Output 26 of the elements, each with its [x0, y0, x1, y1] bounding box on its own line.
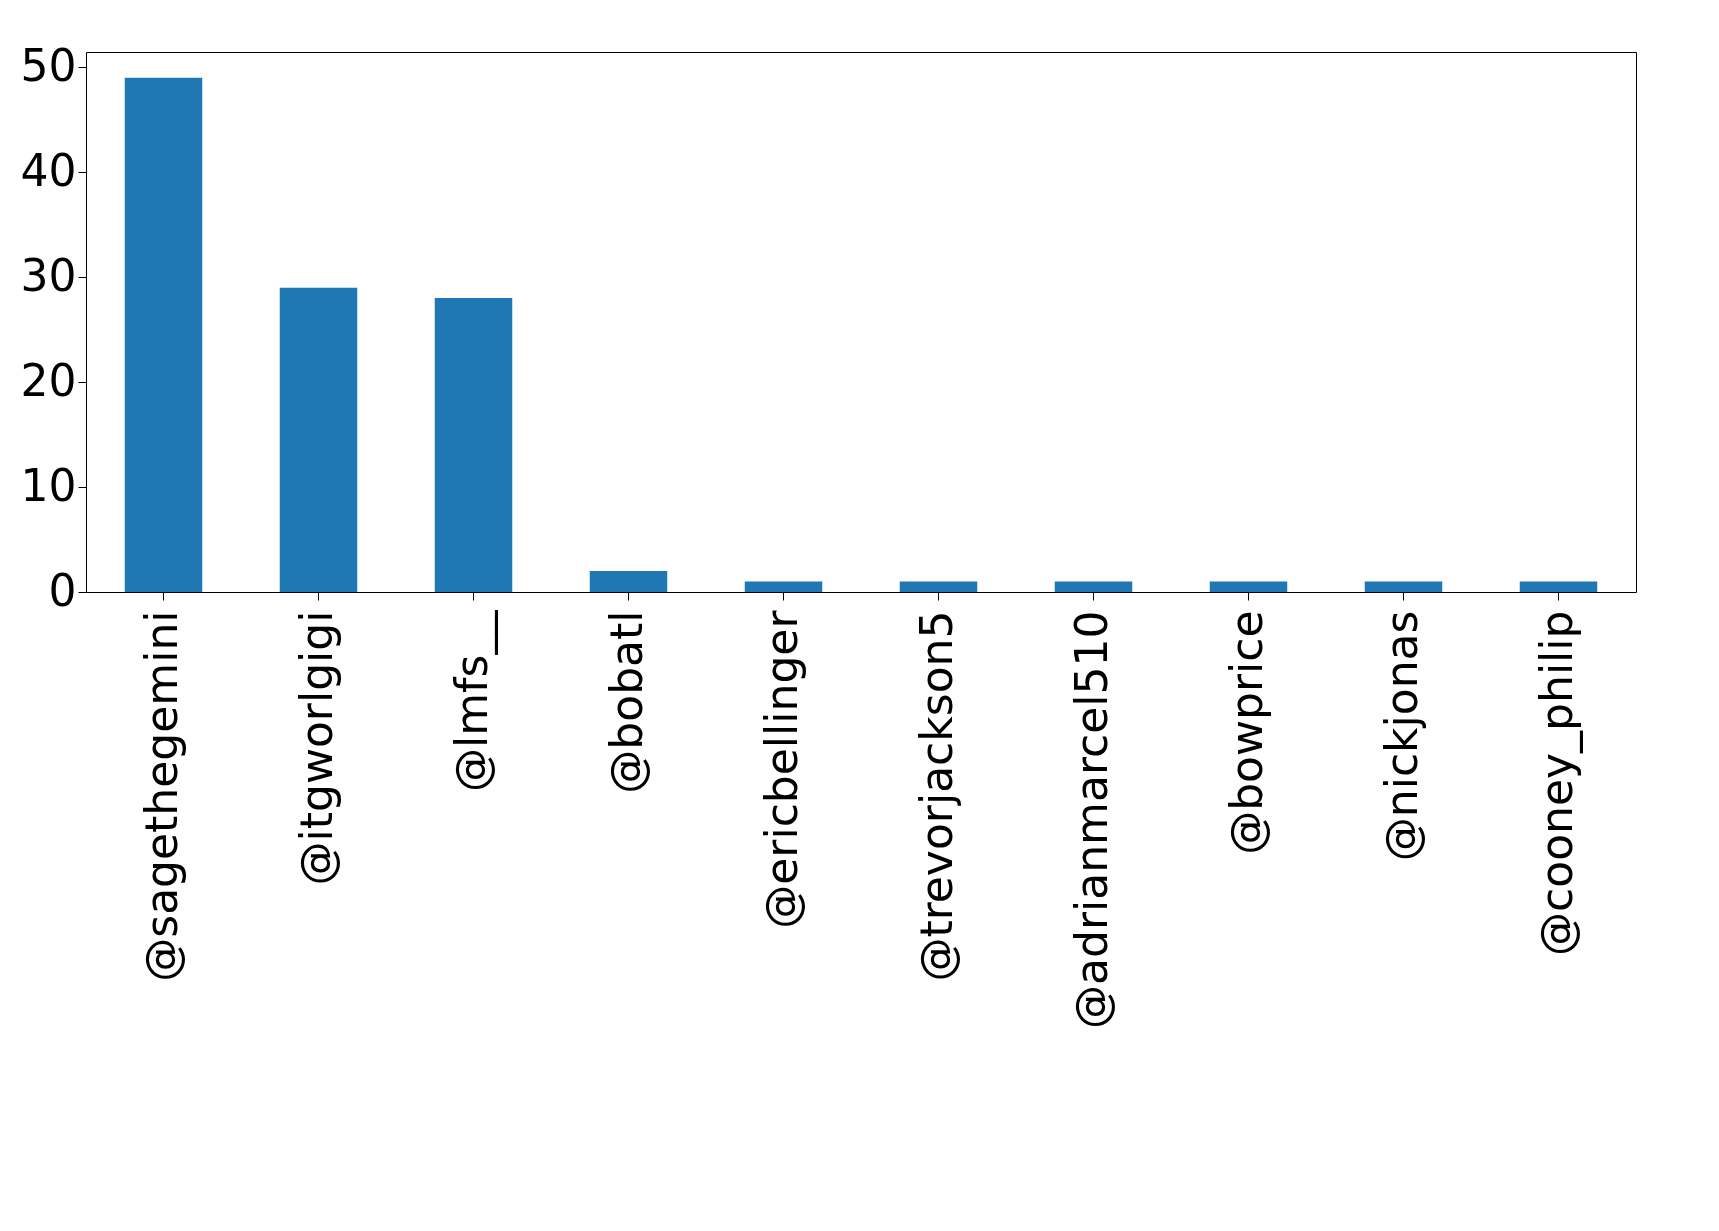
bar [899, 581, 978, 592]
x-tick-label: @sagethegemini [135, 610, 187, 982]
bar [1209, 581, 1288, 592]
x-tick-label: @nickjonas [1375, 610, 1427, 862]
y-tick-label: 50 [20, 39, 77, 91]
x-tick-label: @bowprice [1220, 610, 1272, 855]
x-tick-label: @lmfs__ [445, 609, 498, 792]
x-tick-label: @trevorjackson5 [910, 610, 962, 982]
x-tick-label: @cooney_philip [1530, 610, 1583, 956]
y-tick-label: 20 [20, 354, 77, 406]
y-tick-label: 10 [20, 459, 77, 511]
bar [589, 571, 668, 592]
x-tick-label: @bobatl [600, 610, 652, 794]
bar [1519, 581, 1598, 592]
bar [279, 287, 358, 592]
bar [124, 77, 203, 592]
x-tick-label: @ericbellinger [755, 609, 807, 929]
y-tick-label: 30 [20, 249, 77, 301]
x-tick-label: @adrianmarcel510 [1065, 610, 1117, 1029]
bar [1364, 581, 1443, 592]
bar [434, 298, 513, 592]
x-tick-label: @itgworlgigi [290, 610, 342, 886]
y-tick-label: 0 [48, 564, 77, 616]
bar [1054, 581, 1133, 592]
y-tick-label: 40 [20, 144, 77, 196]
bar [744, 581, 823, 592]
